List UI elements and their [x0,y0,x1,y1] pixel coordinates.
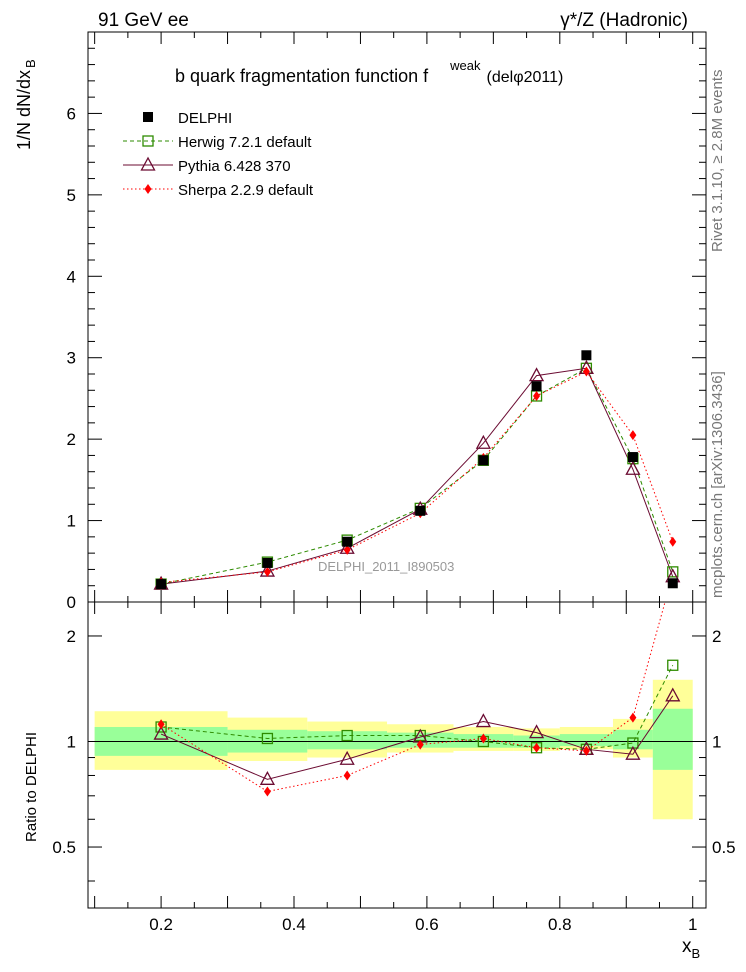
main-content [153,350,681,590]
ratio-point [582,745,590,756]
x-tick-label: 0.4 [282,915,306,934]
data-point [669,536,677,547]
data-point [262,557,273,568]
y-tick-label: 1 [67,512,76,531]
data-point [343,544,351,555]
legend: DELPHI Herwig 7.2.1 default Pythia 6.428 3… [123,110,314,199]
header-left: 91 GeV ee [98,10,189,31]
ratio-point [153,725,169,740]
y-tick-label: 2 [67,430,76,449]
ratio-series-line [160,602,666,793]
legend-marker [142,135,154,147]
legend-label: Pythia 6.428 370 [178,158,291,175]
y-tick-label: 5 [67,186,76,205]
ratio-point [259,770,276,785]
y-tick-label: 4 [67,267,76,286]
x-tick-label: 0.6 [415,915,439,934]
ratio-point [533,742,541,753]
ratio-y-axis-label: Ratio to DELPHI [23,732,40,842]
ratio-y-tick-label: 1 [67,733,76,752]
ratio-point [528,724,545,739]
ratio-content [88,602,706,820]
uncertainty-band-inner [652,708,693,770]
data-point [629,430,637,441]
data-point [528,367,545,382]
side-text-top: Rivet 3.1.10, ≥ 2.8M events [709,70,726,253]
ratio-point [339,750,355,765]
data-point [581,350,592,361]
main-panel: 0 1 2 3 4 5 6 [67,31,707,612]
data-point [627,452,638,463]
header-right: γ*/Z (Hadronic) [560,10,688,31]
ratio-point [665,687,681,702]
ratio-panel: 0.2 0.4 0.6 0.8 1 0.5 0.5 1 1 2 2 [52,601,736,934]
ratio-point [629,712,637,723]
series-line [161,370,674,583]
legend-marker [140,156,156,171]
uncertainty-band-inner [559,734,613,747]
ratio-series-line [160,695,674,780]
x-tick-label: 0.2 [149,915,173,934]
ratio-point [263,786,271,797]
x-tick-label: 0.8 [548,915,572,934]
ratio-y-tick-label-right: 1 [712,733,721,752]
ratio-frame [87,601,707,909]
data-point [475,434,491,449]
ratio-y-tick-label: 2 [67,627,76,646]
ratio-point [479,733,487,744]
data-point [625,460,641,475]
ratio-point [475,713,491,728]
legend-label: DELPHI [178,110,232,127]
data-point [667,566,679,578]
y-axis-label: 1/N dN/dxB [14,59,38,150]
ratio-y-tick-label: 0.5 [52,838,76,857]
data-point [667,578,678,589]
ratio-point [341,729,353,742]
data-point [342,536,353,547]
chart-title: b quark fragmentation function fweak(del… [175,58,563,86]
y-tick-label: 6 [67,104,76,123]
data-point [533,390,541,401]
ratio-y-tick-label-right: 0.5 [712,838,736,857]
legend-marker [144,184,152,194]
data-point [582,366,590,377]
legend-marker [143,112,153,122]
series-line [161,367,674,585]
watermark: DELPHI_2011_I890503 [318,559,454,574]
data-point [478,455,489,466]
data-point [263,566,271,577]
ratio-point [157,719,165,730]
legend-label: Herwig 7.2.1 default [178,134,312,151]
data-point [156,579,167,590]
data-point [415,505,426,516]
side-text-bottom: mcplots.cern.ch [arXiv:1306.3436] [709,371,726,598]
legend-label: Sherpa 2.2.9 default [178,182,314,199]
ratio-point [667,659,679,671]
ratio-point [261,732,274,745]
x-tick-label: 1 [688,915,697,934]
ratio-point [343,770,351,781]
series-line [160,367,674,585]
ratio-point [625,745,641,760]
data-point [531,381,542,392]
ratio-point [416,739,424,750]
x-axis-label: xB [682,936,700,961]
y-tick-label: 3 [67,349,76,368]
y-tick-label: 0 [67,593,76,612]
ratio-y-tick-label-right: 2 [712,627,721,646]
